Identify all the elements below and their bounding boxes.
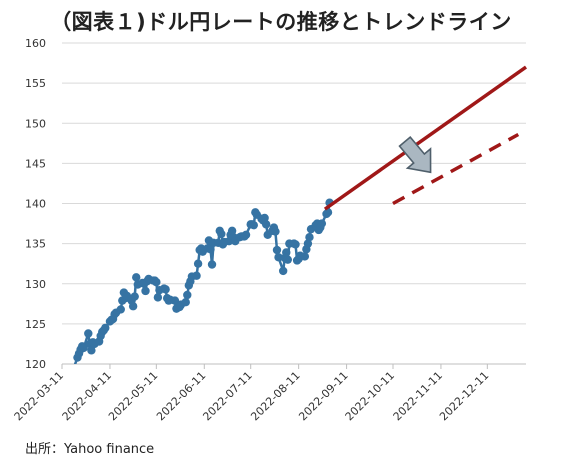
data-point [272, 245, 282, 255]
y-tick-label: 140 [25, 198, 46, 211]
data-point [207, 260, 217, 269]
data-point [271, 227, 280, 236]
data-point [69, 366, 77, 374]
data-point [217, 229, 226, 239]
data-point [152, 277, 161, 287]
data-point [274, 253, 283, 262]
y-tick-label: 130 [25, 278, 46, 291]
x-tick-label: 2022-03-11 [12, 369, 66, 423]
x-tick-label: 2022-07-11 [200, 369, 254, 423]
data-point [153, 293, 163, 302]
data-point [66, 366, 74, 374]
chart-title: （図表１)ドル円レートの推移とトレンドライン [50, 10, 512, 34]
data-point [305, 233, 314, 242]
data-point [128, 302, 138, 311]
data-point [261, 220, 271, 229]
data-point [323, 208, 333, 217]
x-tick-label: 2022-12-11 [437, 369, 491, 423]
trendline-solid [323, 65, 528, 211]
y-tick-label: 120 [25, 358, 46, 371]
data-point [260, 213, 269, 223]
data-point [227, 226, 237, 235]
data-point [300, 252, 310, 261]
series-layer [66, 198, 334, 377]
data-point [116, 305, 125, 314]
data-point [206, 245, 215, 254]
y-tick-label: 155 [25, 77, 46, 90]
data-point [283, 255, 293, 264]
data-point [278, 266, 288, 276]
annotation-layer [398, 136, 432, 174]
data-point [303, 239, 313, 248]
data-point [87, 346, 96, 355]
data-point [130, 292, 139, 301]
data-point [161, 285, 170, 294]
data-point [249, 220, 258, 230]
series-line [73, 202, 331, 364]
data-point [192, 271, 201, 280]
y-tick-label: 125 [25, 318, 46, 331]
data-point [101, 323, 110, 333]
data-point [183, 290, 192, 300]
x-tick-label: 2022-10-11 [343, 369, 397, 423]
data-point [181, 298, 190, 307]
data-point [317, 219, 327, 228]
y-tick-label: 150 [25, 117, 46, 130]
data-point [141, 286, 150, 296]
y-tick-label: 135 [25, 238, 46, 251]
y-tick-label: 160 [25, 37, 46, 50]
data-point [193, 259, 203, 268]
x-tick-label: 2022-05-11 [106, 369, 160, 423]
data-point [67, 369, 75, 377]
grid-lines [62, 42, 526, 325]
down-right-arrow-icon [398, 136, 432, 174]
y-tick-label: 145 [25, 157, 46, 170]
data-point [291, 240, 300, 249]
data-point [79, 343, 88, 353]
data-point [241, 230, 251, 239]
trendline-layer [323, 65, 528, 211]
source-note: 出所：Yahoo finance [25, 442, 155, 457]
data-point [132, 273, 141, 282]
data-point [84, 329, 93, 338]
x-tick-label: 2022-08-11 [248, 369, 302, 423]
data-point [282, 248, 291, 257]
trendline-dashed [392, 132, 520, 206]
